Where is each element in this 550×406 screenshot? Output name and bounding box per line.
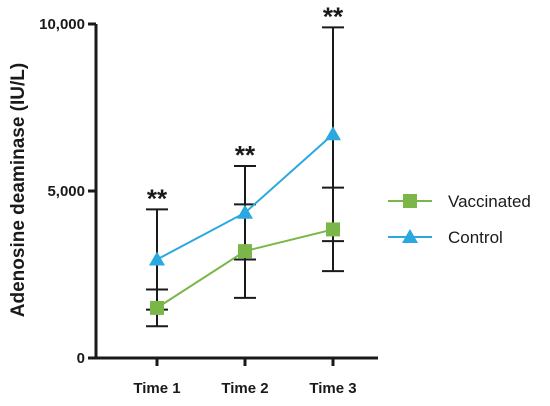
legend: Vaccinated Control — [388, 192, 531, 247]
legend-label-vaccinated: Vaccinated — [448, 192, 531, 211]
data-point-vaccinated — [150, 300, 164, 315]
y-tick-label: 10,000 — [39, 16, 85, 33]
data-point-vaccinated — [326, 222, 340, 237]
significance-annotation: ** — [235, 140, 256, 170]
legend-marker-control — [402, 229, 418, 243]
data-point-control — [149, 251, 165, 266]
significance-annotation: ** — [147, 183, 168, 213]
error-bars — [146, 26, 344, 328]
axes: 0 5,000 10,000 Time 1 Time 2 Time 3 — [39, 16, 378, 397]
y-axis-label: Adenosine deaminase (IU/L) — [8, 63, 29, 317]
x-tick-label: Time 1 — [133, 380, 180, 397]
x-tick-label: Time 3 — [309, 380, 356, 397]
significance-annotation: ** — [323, 1, 344, 31]
x-tick-label: Time 2 — [221, 380, 268, 397]
legend-marker-vaccinated — [403, 194, 417, 208]
data-point-control — [237, 204, 253, 219]
legend-label-control: Control — [448, 228, 503, 247]
y-tick-label: 5,000 — [47, 183, 85, 200]
y-tick-label: 0 — [77, 350, 85, 367]
annotations: ** ** ** — [147, 1, 344, 213]
data-point-vaccinated — [238, 244, 252, 259]
series-markers — [149, 126, 341, 315]
data-point-control — [325, 126, 341, 141]
